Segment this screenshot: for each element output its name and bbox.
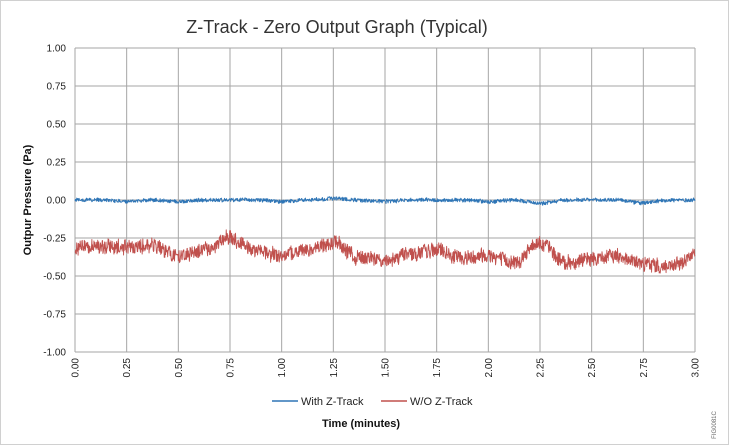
x-tick-label: 1.75 [432, 358, 443, 378]
legend: With Z-Track W/O Z-Track [272, 396, 473, 408]
x-axis-label: Time (minutes) [322, 418, 400, 430]
legend-label: With Z-Track [301, 396, 364, 408]
series-line-without-z-track [74, 229, 696, 274]
x-tick-label: 0.00 [71, 358, 82, 378]
x-tick-label: 0.25 [122, 358, 133, 378]
y-tick-label: 0.75 [47, 82, 67, 93]
legend-label: W/O Z-Track [410, 396, 473, 408]
y-tick-label: 0.50 [47, 120, 67, 131]
chart-title: Z-Track - Zero Output Graph (Typical) [186, 17, 487, 37]
x-tick-label: 2.75 [639, 358, 650, 378]
x-tick-label: 1.25 [329, 358, 340, 378]
y-tick-labels: 1.00 0.75 0.50 0.25 0.00 -0.25 -0.50 -0.75 -1.00 [43, 44, 66, 359]
y-tick-label: -0.75 [43, 310, 66, 321]
x-tick-label: 1.50 [381, 358, 392, 378]
x-tick-label: 3.00 [691, 358, 702, 378]
y-tick-label: 0.00 [47, 196, 67, 207]
x-tick-label: 2.50 [587, 358, 598, 378]
x-tick-label: 0.50 [174, 358, 185, 378]
x-tick-labels: 0.00 0.25 0.50 0.75 1.00 1.25 1.50 1.75 2.00 2.25… [71, 358, 702, 378]
y-tick-label: -0.50 [43, 272, 66, 283]
y-tick-label: 1.00 [47, 44, 67, 55]
y-tick-label: 0.25 [47, 158, 67, 169]
x-tick-label: 2.25 [536, 358, 547, 378]
series-line-with-z-track [74, 196, 696, 206]
x-tick-label: 1.00 [277, 358, 288, 378]
figure-id: FIG0081C [712, 410, 718, 438]
x-tick-label: 2.00 [484, 358, 495, 378]
series-group [74, 196, 696, 274]
x-tick-label: 0.75 [226, 358, 237, 378]
y-tick-label: -1.00 [43, 348, 66, 359]
y-axis-label: Outpur Pressure (Pa) [22, 144, 34, 255]
y-tick-label: -0.25 [43, 234, 66, 245]
